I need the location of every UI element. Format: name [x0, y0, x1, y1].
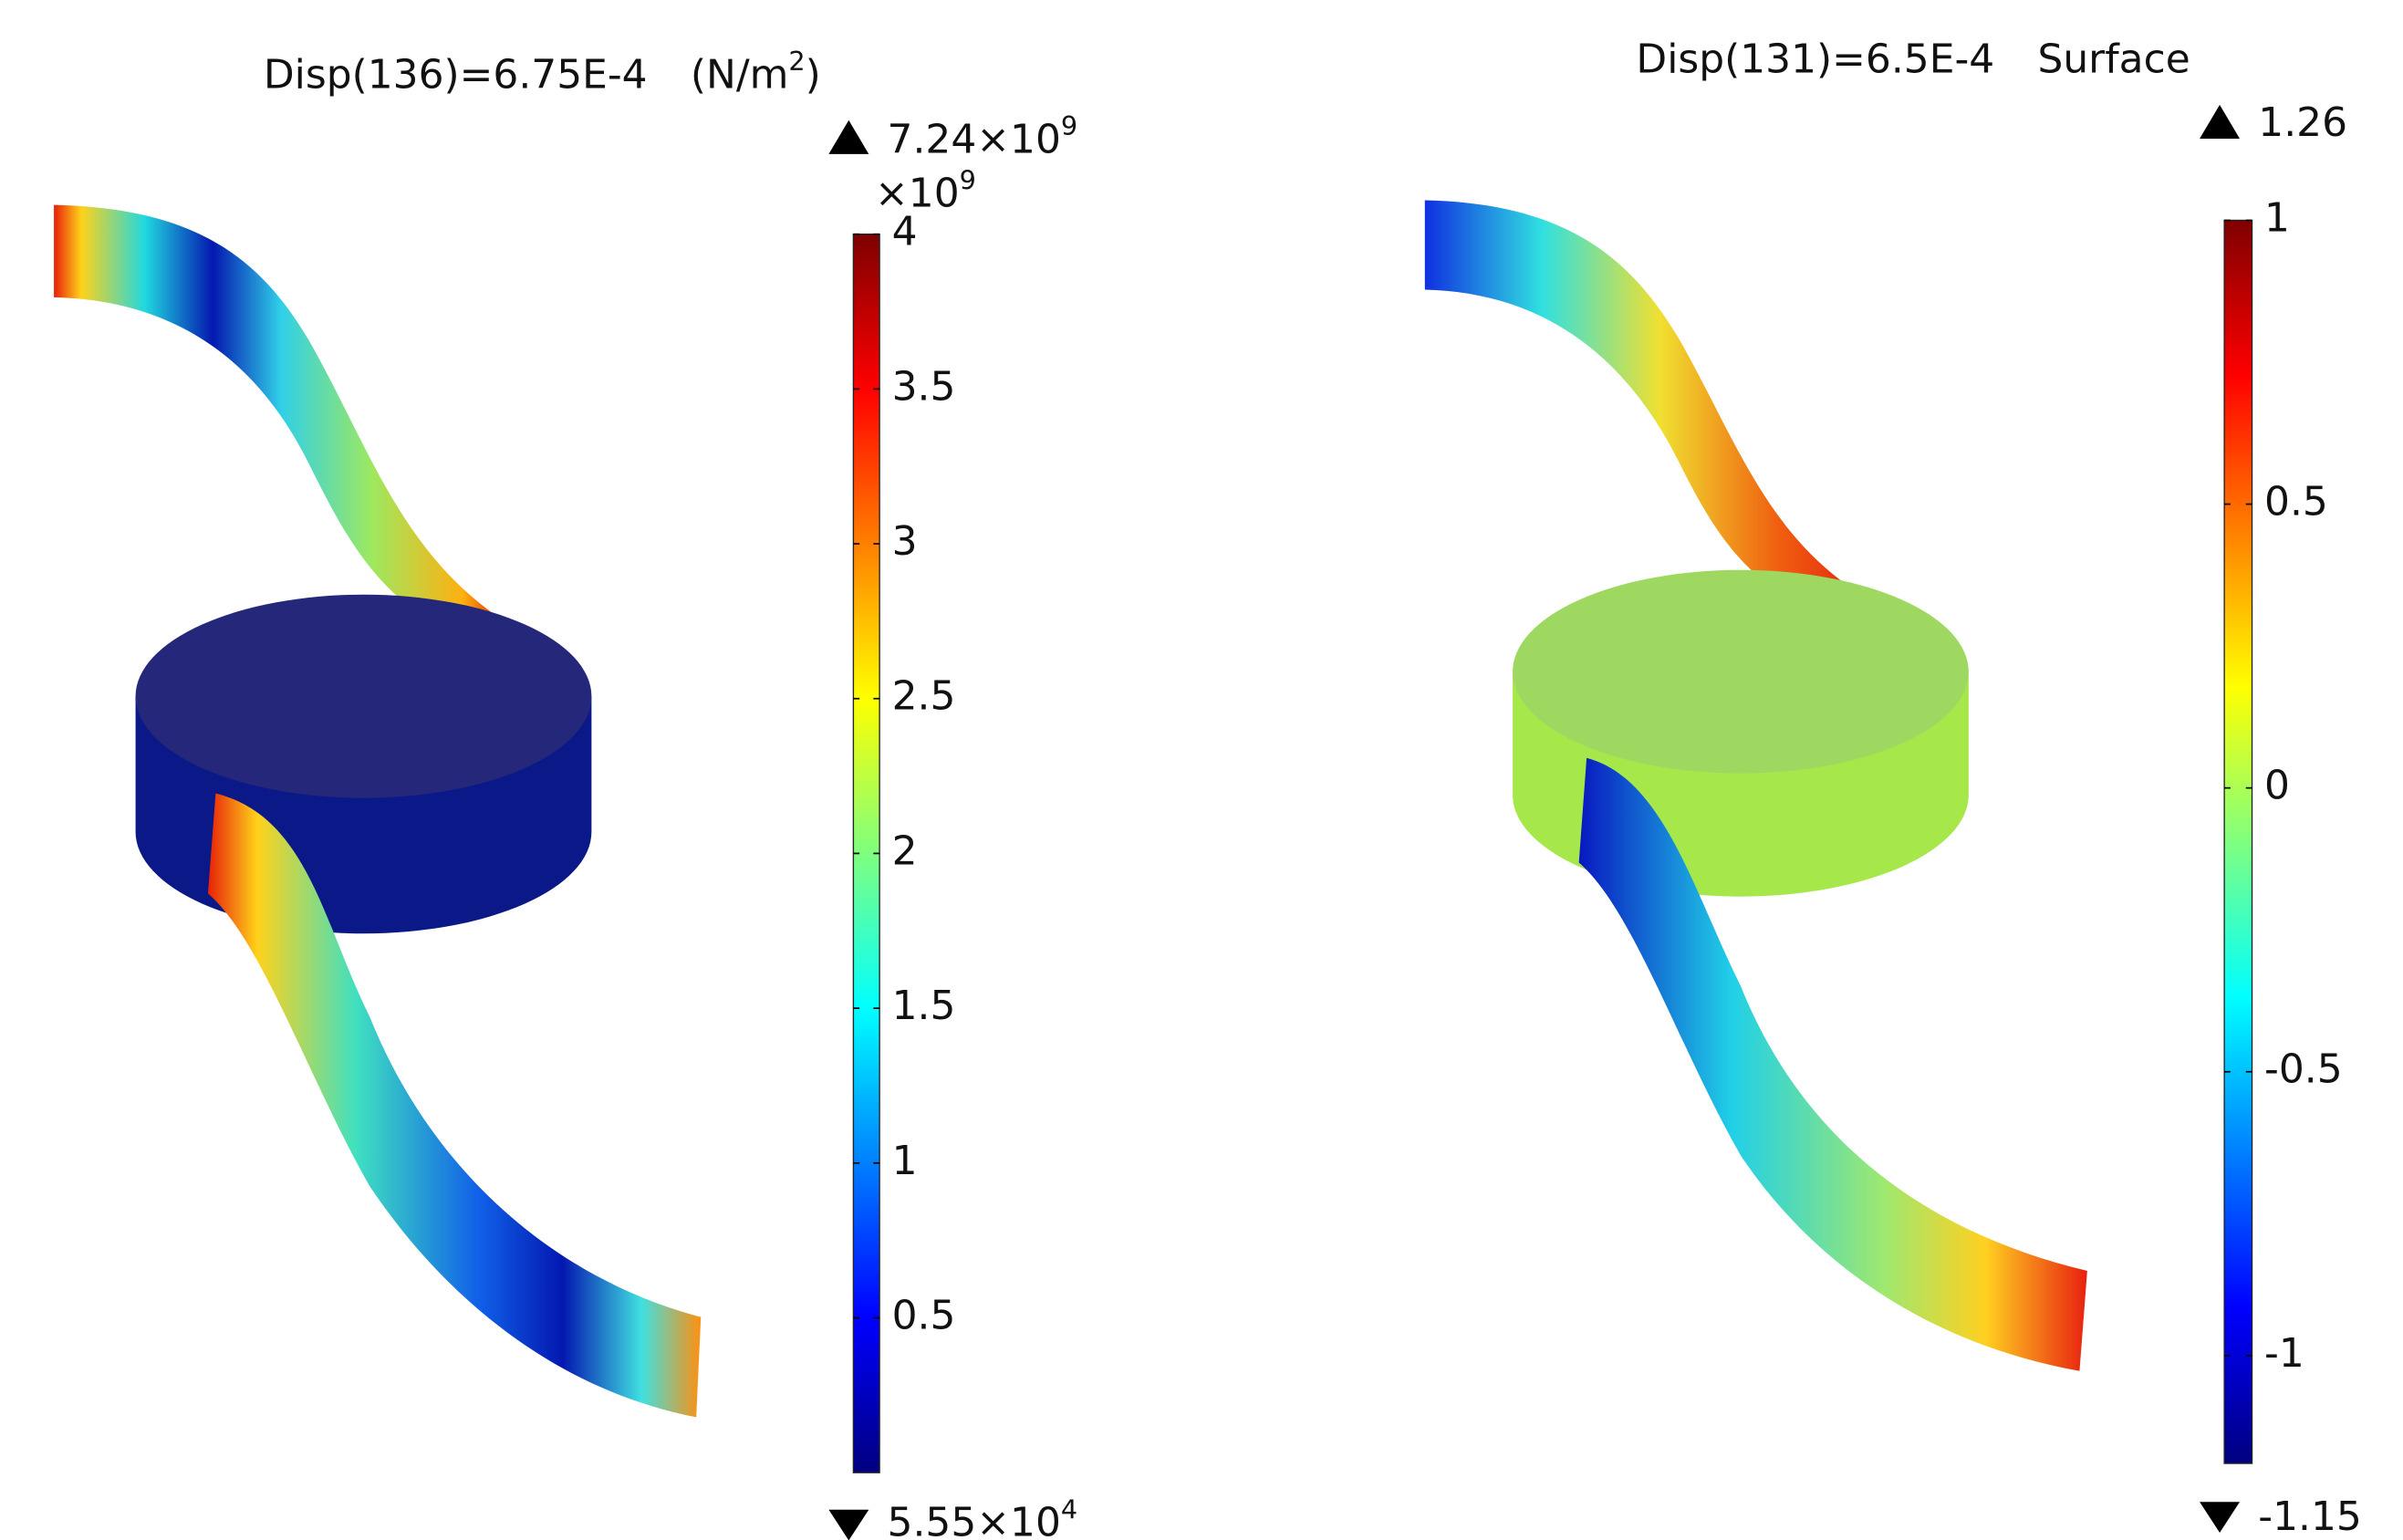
- tick-label: 0.5: [892, 1293, 956, 1339]
- tick-label: 2: [892, 827, 918, 874]
- tick-label: -0.5: [2264, 1046, 2343, 1093]
- tick-label: 3: [892, 518, 918, 565]
- subtitle: Surface: [2038, 36, 2190, 83]
- unit-exponent: 2: [788, 46, 805, 77]
- left-geometry: [54, 205, 701, 1418]
- tick-label: 2.5: [892, 673, 956, 720]
- tick-label: 1.5: [892, 983, 956, 1029]
- tick-label: 3.5: [892, 363, 956, 410]
- plot-page: Disp(136)=6.75E-4(N/m2) Disp(131)=6.5E-4…: [0, 0, 2403, 1540]
- max-label: 1.26: [2258, 99, 2347, 146]
- min-triangle: [828, 1510, 869, 1540]
- tick-label: -1: [2264, 1330, 2304, 1377]
- multiplier-exponent: 9: [960, 164, 976, 195]
- unit-close: ): [806, 51, 821, 98]
- tick-label: 1: [2264, 194, 2290, 241]
- tick-label: 4: [892, 209, 918, 255]
- unit: (N/m: [691, 51, 789, 98]
- min-label: 5.55×104: [888, 1493, 1078, 1540]
- max-mantissa: 7.24×10: [888, 116, 1061, 162]
- min-mantissa: 5.55×10: [888, 1500, 1061, 1540]
- min-exponent: 4: [1061, 1493, 1077, 1524]
- title: Disp(136)=6.75E-4: [264, 51, 648, 98]
- min-label: -1.15: [2258, 1493, 2362, 1540]
- right-geometry: [1425, 201, 2087, 1371]
- colorbar: [2224, 220, 2252, 1463]
- multiplier: ×109: [875, 164, 976, 216]
- panel-title: Disp(131)=6.5E-4 Surface: [1636, 36, 2190, 83]
- max-exponent: 9: [1061, 110, 1077, 141]
- title: Disp(131)=6.5E-4: [1636, 36, 1994, 83]
- max-triangle: [2200, 105, 2240, 139]
- tick-label: 0: [2264, 763, 2290, 809]
- min-triangle: [2200, 1502, 2240, 1533]
- tick-label: 1: [892, 1138, 918, 1184]
- panel-title: Disp(136)=6.75E-4 (N/m2): [264, 46, 821, 98]
- max-triangle: [828, 120, 869, 154]
- tick-label: 0.5: [2264, 479, 2328, 525]
- max-label: 7.24×109: [888, 110, 1078, 162]
